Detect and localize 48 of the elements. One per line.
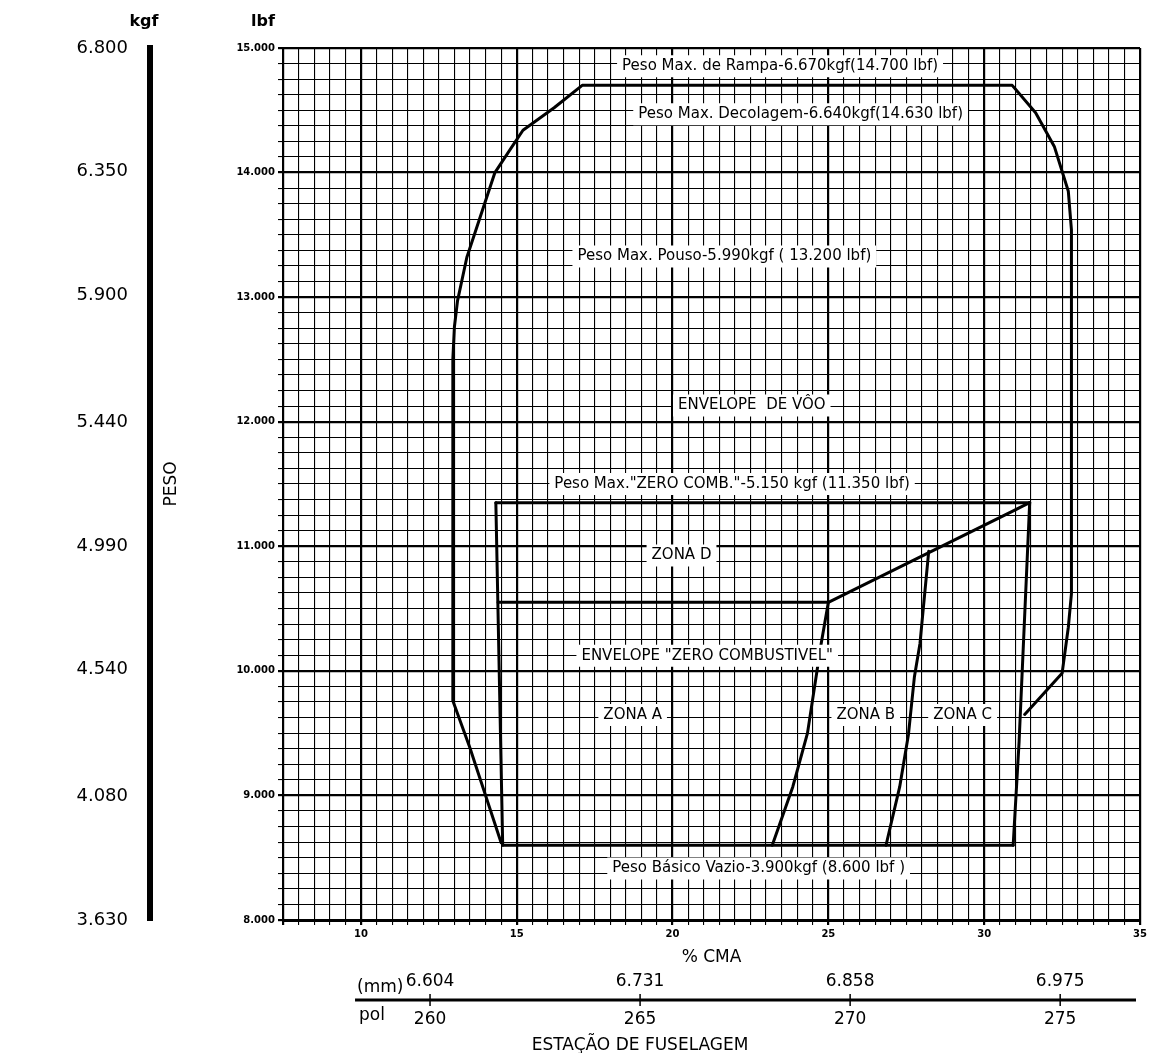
y2-tick-label: 5.900 [76, 283, 128, 305]
annotation: ENVELOPE "ZERO COMBUSTIVEL" [581, 645, 834, 664]
x2-tick-label: 260 [413, 1008, 447, 1029]
y2-tick-label: 6.350 [76, 159, 128, 181]
text: 6.858 [825, 970, 875, 991]
y2-tick-label: 3.630 [76, 907, 128, 929]
annotation: Peso Básico Vazio-3.900kgf (8.600 lbf ) [612, 858, 905, 877]
text: 6.731 [615, 970, 665, 991]
annotation: ZONA B [836, 704, 896, 723]
annotation: Peso Max. Decolagem-6.640kgf(14.630 lbf) [638, 104, 963, 123]
y-tick-label: 14.000 [236, 166, 276, 178]
text: ESTAÇÃO DE FUSELAGEM [531, 1033, 749, 1055]
y2-tick-label: 4.990 [76, 533, 128, 555]
y2-tick-label: 5.440 [76, 409, 128, 431]
y-tick-label: 13.000 [236, 290, 276, 302]
annotation: ENVELOPE DE VÔO [678, 394, 826, 414]
text: (mm) [357, 976, 404, 997]
annotation: Peso Max. de Rampa-6.670kgf(14.700 lbf) [622, 56, 939, 75]
text: 6.604 [405, 970, 455, 991]
annotation: Peso Max."ZERO COMB."-5.150 kgf (11.350 lbf) [554, 473, 910, 492]
y-tick-label: 15.000 [236, 41, 276, 53]
x2-tick-label: 270 [833, 1008, 867, 1029]
x-tick-label: 20 [665, 927, 680, 939]
annotation: Peso Max. Pouso-5.990kgf ( 13.200 lbf) [577, 246, 872, 265]
y2-tick-label: 6.800 [76, 35, 128, 57]
text: 6.975 [1035, 970, 1085, 991]
x-tick-label: 25 [821, 927, 836, 939]
y-tick-label: 10.000 [236, 664, 276, 676]
x-tick-label: 30 [977, 927, 992, 939]
y2-tick-label: 4.080 [76, 783, 128, 805]
annotation: ZONA D [651, 545, 712, 564]
annotation: ZONA C [933, 704, 993, 723]
y2-tick-label: 4.540 [76, 657, 128, 679]
x-tick-label: 15 [509, 927, 524, 939]
x-tick-label: 10 [353, 927, 368, 939]
x2-axis-title: pol [359, 1004, 385, 1025]
y-tick-label: 11.000 [236, 539, 276, 551]
y-tick-label: 9.000 [243, 789, 276, 801]
x2-tick-label: 275 [1043, 1008, 1077, 1029]
y-tick-label: 8.000 [243, 913, 276, 925]
x-tick-label: 35 [1133, 927, 1147, 939]
y2-axis-title: kgf [129, 11, 160, 31]
annotation: ZONA A [603, 704, 663, 723]
text: PESO [160, 461, 181, 507]
y-tick-label: 12.000 [236, 415, 276, 427]
y-axis-title: lbf [251, 11, 276, 31]
x-axis-title: % CMA [681, 946, 742, 967]
x2-tick-label: 265 [623, 1008, 657, 1029]
